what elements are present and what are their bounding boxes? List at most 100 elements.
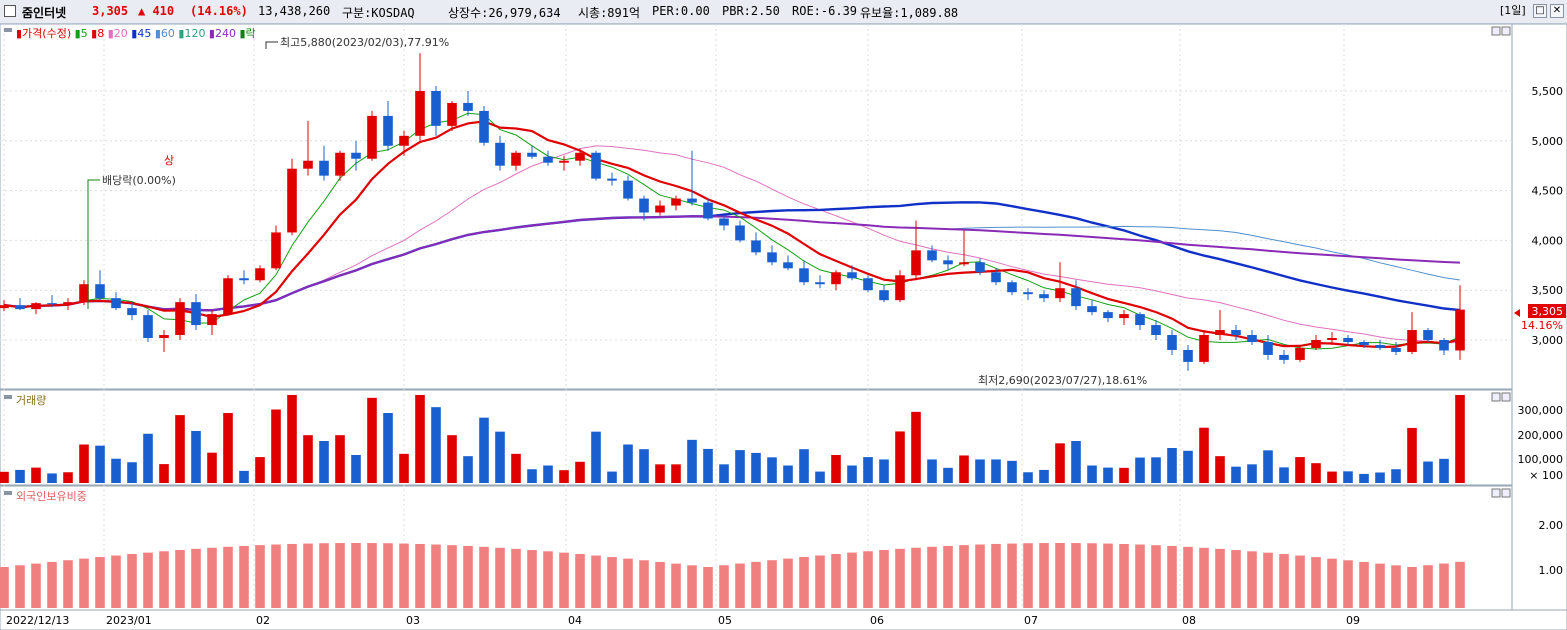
volume-bar: [1167, 448, 1177, 483]
volume-bar: [175, 415, 185, 483]
candle-body: [1007, 282, 1017, 293]
stock-chart[interactable]: ▮가격(수정) ▮5 ▮8 ▮20 ▮45 ▮60 ▮120 ▮240 ▮락 거…: [0, 24, 1567, 630]
candle-body: [1023, 292, 1033, 295]
candle-body: [463, 102, 473, 111]
legend-item[interactable]: ▮락: [236, 27, 256, 40]
panel-close-icon[interactable]: [1501, 488, 1511, 498]
legend-item[interactable]: ▮120: [175, 27, 206, 40]
restore-icon[interactable]: □: [1533, 4, 1547, 18]
volume-bar: [367, 397, 377, 483]
legend-item[interactable]: ▮240: [205, 27, 236, 40]
candle-body: [143, 315, 153, 339]
panel-close-icon[interactable]: [1501, 26, 1511, 36]
volume-bar: [383, 413, 393, 483]
candle-body: [655, 205, 665, 213]
candle-body: [815, 282, 825, 285]
volume-bar: [1135, 457, 1145, 483]
foreign-bar: [735, 563, 745, 608]
candle-body: [639, 198, 649, 213]
volume-bar: [287, 395, 297, 483]
candle-body: [783, 262, 793, 269]
panel-handle-icon[interactable]: [4, 28, 12, 32]
candle-body: [911, 250, 921, 276]
svg-text:3,305: 3,305: [1532, 305, 1564, 318]
volume-tick-label: 200,000: [1518, 429, 1564, 442]
foreign-bar: [303, 543, 313, 608]
foreign-bar: [1103, 543, 1113, 608]
panel-maximize-icon[interactable]: [1491, 392, 1501, 402]
foreign-bar: [975, 544, 985, 608]
foreign-bar: [1327, 558, 1337, 608]
foreign-bar: [175, 550, 185, 608]
candle-body: [223, 278, 233, 315]
foreign-bar: [1439, 563, 1449, 608]
window-checkbox[interactable]: [4, 5, 16, 17]
candle-body: [1087, 306, 1097, 313]
panel-handle-icon[interactable]: [4, 395, 12, 399]
legend-item[interactable]: ▮60: [151, 27, 175, 40]
volume-bar: [0, 471, 9, 483]
volume-bar: [1023, 472, 1033, 483]
candle-body: [383, 115, 393, 146]
foreign-bar: [1151, 545, 1161, 608]
candle-body: [1295, 347, 1305, 360]
panel-maximize-icon[interactable]: [1491, 488, 1501, 498]
x-tick-label: 06: [870, 614, 884, 627]
foreign-bar: [719, 565, 729, 608]
foreign-bar: [1231, 550, 1241, 608]
volume-bar: [1231, 466, 1241, 483]
x-tick-label: 2023/01: [106, 614, 152, 627]
foreign-bar: [879, 550, 889, 608]
foreign-tick-label: 1.00: [1539, 564, 1564, 577]
volume-bar: [575, 461, 585, 483]
candle-body: [1391, 347, 1401, 352]
legend-item[interactable]: ▮5: [71, 27, 88, 40]
candle-body: [1135, 314, 1145, 326]
foreign-bar: [383, 543, 393, 608]
candle-body: [303, 160, 313, 169]
volume-bar: [767, 457, 777, 483]
foreign-bar: [351, 543, 361, 608]
upper-limit-mark: 상: [164, 154, 174, 167]
candle-body: [927, 250, 937, 261]
volume-bar: [1087, 465, 1097, 483]
volume-bar: [1407, 427, 1417, 483]
foreign-bar: [1215, 548, 1225, 608]
panel-handle-icon[interactable]: [4, 491, 12, 495]
foreign-bar: [831, 553, 841, 608]
candle-body: [687, 198, 697, 203]
foreign-bar: [1295, 555, 1305, 608]
foreign-bar: [991, 543, 1001, 608]
volume-bar: [847, 465, 857, 483]
foreign-bar: [607, 557, 617, 608]
close-icon[interactable]: ✕: [1550, 4, 1564, 18]
foreign-bars: [0, 543, 1465, 608]
candle-body: [1327, 338, 1337, 340]
legend-item[interactable]: ▮45: [128, 27, 152, 40]
candle-body: [47, 303, 57, 305]
volume-bar: [831, 455, 841, 483]
candle-body: [319, 160, 329, 176]
low-annotation: 최저2,690(2023/07/27),18.61%: [978, 374, 1147, 387]
foreign-bar: [463, 545, 473, 608]
period-button[interactable]: [1일]: [1500, 4, 1526, 17]
foreign-bar: [399, 543, 409, 608]
foreign-bar: [287, 543, 297, 608]
foreign-bar: [79, 558, 89, 608]
panel-maximize-icon[interactable]: [1491, 26, 1501, 36]
title-bar: 줌인터넷 3,305 ▲ 410 (14.16%) 13,438,260 구분:…: [0, 0, 1567, 24]
candle-body: [111, 298, 121, 309]
svg-text:배당락(0.00%): 배당락(0.00%): [102, 174, 176, 187]
foreign-bar: [1199, 547, 1209, 608]
current-pct-tag: 14.16%: [1521, 319, 1563, 332]
svg-text:외국인보유비중: 외국인보유비중: [16, 490, 87, 503]
legend-item[interactable]: ▮20: [104, 27, 128, 40]
candle-body: [799, 268, 809, 283]
legend-item[interactable]: ▮가격(수정): [16, 27, 71, 40]
volume-bar: [303, 435, 313, 483]
foreign-bar: [207, 547, 217, 608]
foreign-bar: [1007, 543, 1017, 608]
panel-close-icon[interactable]: [1501, 392, 1511, 402]
volume-bar: [1391, 469, 1401, 483]
legend-item[interactable]: ▮8: [88, 27, 105, 40]
